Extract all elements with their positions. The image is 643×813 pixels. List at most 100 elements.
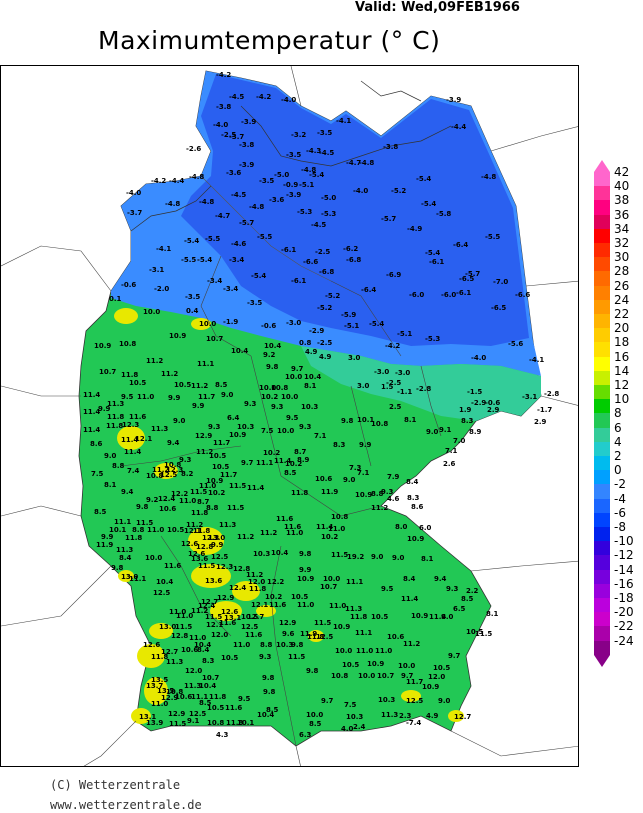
legend-label: 8 [614, 406, 622, 421]
station-value: -4.8 [359, 159, 374, 167]
station-value: -5.4 [416, 175, 431, 183]
station-value: 8.5 [94, 508, 107, 516]
station-value: 11.8 [291, 489, 308, 497]
station-value: -5.1 [299, 181, 314, 189]
station-value: -4.8 [301, 166, 316, 174]
station-value: 12.1 [184, 527, 201, 535]
station-value: 12.9 [161, 694, 178, 702]
station-value: 10.1 [357, 416, 374, 424]
station-value: 12.7 [454, 713, 471, 721]
station-value: 12.1 [251, 601, 268, 609]
station-value: 13.1 [139, 713, 156, 721]
valid-date: Valid: Wed,09FEB1966 [355, 0, 520, 15]
station-value: 9.9 [192, 402, 205, 410]
legend-cap-bottom [594, 654, 610, 667]
station-value: -6.1 [429, 258, 444, 266]
station-value: -7.4 [406, 719, 421, 727]
station-value: 3.0 [357, 382, 370, 390]
station-value: 12.5 [153, 589, 170, 597]
station-value: 9.3 [259, 653, 272, 661]
legend-swatch [594, 285, 610, 300]
station-value: 10.8 [331, 513, 348, 521]
station-value: 0.4 [186, 307, 199, 315]
station-value: -5.4 [421, 200, 436, 208]
station-value: 10.5 [342, 661, 359, 669]
station-value: -5.2 [325, 292, 340, 300]
station-value: 11.8 [151, 653, 168, 661]
station-value: 9.0 [441, 613, 454, 621]
station-value: 10.8 [119, 340, 136, 348]
station-value: 9.2 [263, 351, 276, 359]
station-value: 11.0 [176, 612, 193, 620]
station-value: 9.0 [371, 553, 384, 561]
legend-label: 14 [614, 363, 630, 378]
station-value: 11.2 [260, 529, 277, 537]
station-value: -3.5 [317, 129, 332, 137]
station-value: 10.6 [181, 646, 198, 654]
legend-swatch [594, 271, 610, 286]
station-value: -6.1 [456, 289, 471, 297]
legend-label: -12 [614, 548, 634, 563]
station-value: -3.8 [383, 143, 398, 151]
station-value: -4.1 [336, 117, 351, 125]
station-value: 2.3 [399, 712, 412, 720]
station-value: -5.4 [369, 320, 384, 328]
station-value: -5.8 [436, 210, 451, 218]
station-value: 10.7 [320, 583, 337, 591]
station-value: 11.8 [249, 585, 266, 593]
station-value: -2.9 [471, 399, 486, 407]
station-value: 9.9 [211, 541, 224, 549]
station-value: -6.0 [441, 291, 456, 299]
station-value: 4.9 [319, 353, 332, 361]
station-value: 10.4 [271, 549, 288, 557]
station-value: 9.8 [136, 503, 149, 511]
station-value: 9.4 [167, 439, 180, 447]
station-value: -5.3 [321, 210, 336, 218]
legend-label: -6 [614, 505, 626, 520]
station-value: 12.3 [202, 534, 219, 542]
station-value: -3.4 [229, 256, 244, 264]
station-value: 8.3 [461, 417, 474, 425]
legend-swatch [594, 441, 610, 456]
legend-label: 16 [614, 349, 630, 364]
station-value: -4.0 [471, 354, 486, 362]
station-value: 10.6 [175, 693, 192, 701]
station-value: 10.2 [261, 393, 278, 401]
legend-label: 0 [614, 463, 622, 478]
station-value: 9.8 [262, 674, 275, 682]
station-value: 9.0 [343, 476, 356, 484]
station-value: -3.9 [446, 96, 461, 104]
station-value: -4.8 [481, 173, 496, 181]
station-value: 12.4 [198, 602, 215, 610]
station-value: 10.7 [206, 335, 223, 343]
station-value: 11.3 [381, 711, 398, 719]
station-value: 10.5 [291, 593, 308, 601]
station-value: -4.0 [353, 187, 368, 195]
station-value: 11.6 [269, 601, 286, 609]
station-value: 10.5 [221, 654, 238, 662]
station-value: 11.5 [227, 504, 244, 512]
station-value: 11.0 [329, 602, 346, 610]
temperature-field [1, 66, 578, 766]
station-value: 10.3 [346, 713, 363, 721]
station-value: 11.5 [198, 562, 215, 570]
station-value: -3.5 [185, 293, 200, 301]
station-value: 11.8 [307, 633, 324, 641]
station-value: -4.8 [189, 173, 204, 181]
station-value: -5.0 [321, 194, 336, 202]
legend-label: -18 [614, 591, 634, 605]
station-value: 10.9 [229, 431, 246, 439]
station-value: 12.9 [279, 619, 296, 627]
station-value: 7.1 [314, 432, 327, 440]
legend-label: -16 [614, 576, 634, 591]
station-value: 13.0 [208, 534, 225, 542]
station-value: 12.5 [406, 697, 423, 705]
station-value: 8.9 [469, 428, 482, 436]
station-value: 13.0 [159, 623, 176, 631]
station-value: 10.3 [253, 550, 270, 558]
station-value: -5.1 [344, 322, 359, 330]
station-value: 9.7 [401, 672, 414, 680]
station-value: -1.5 [467, 388, 482, 396]
station-value: 11.8 [209, 693, 226, 701]
legend-swatch [594, 172, 610, 187]
